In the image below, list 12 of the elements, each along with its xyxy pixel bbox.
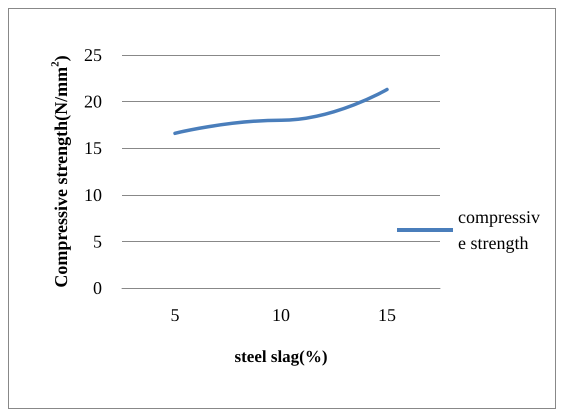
- y-tick-label: 10: [84, 184, 102, 205]
- y-axis-title: Compressive strength(N/mm2): [50, 55, 71, 288]
- x-tick-label: 15: [378, 305, 396, 325]
- y-tick-label: 25: [84, 45, 102, 65]
- y-tick-label: 20: [84, 92, 102, 112]
- x-tick-label: 10: [272, 305, 290, 325]
- y-tick-label: 15: [84, 138, 102, 158]
- legend-label: compressive strength: [458, 207, 540, 253]
- x-tick-label: 5: [170, 305, 180, 325]
- y-tick-label: 0: [93, 278, 102, 298]
- x-axis-title: steel slag(%): [234, 347, 328, 366]
- y-tick-label: 5: [93, 231, 102, 252]
